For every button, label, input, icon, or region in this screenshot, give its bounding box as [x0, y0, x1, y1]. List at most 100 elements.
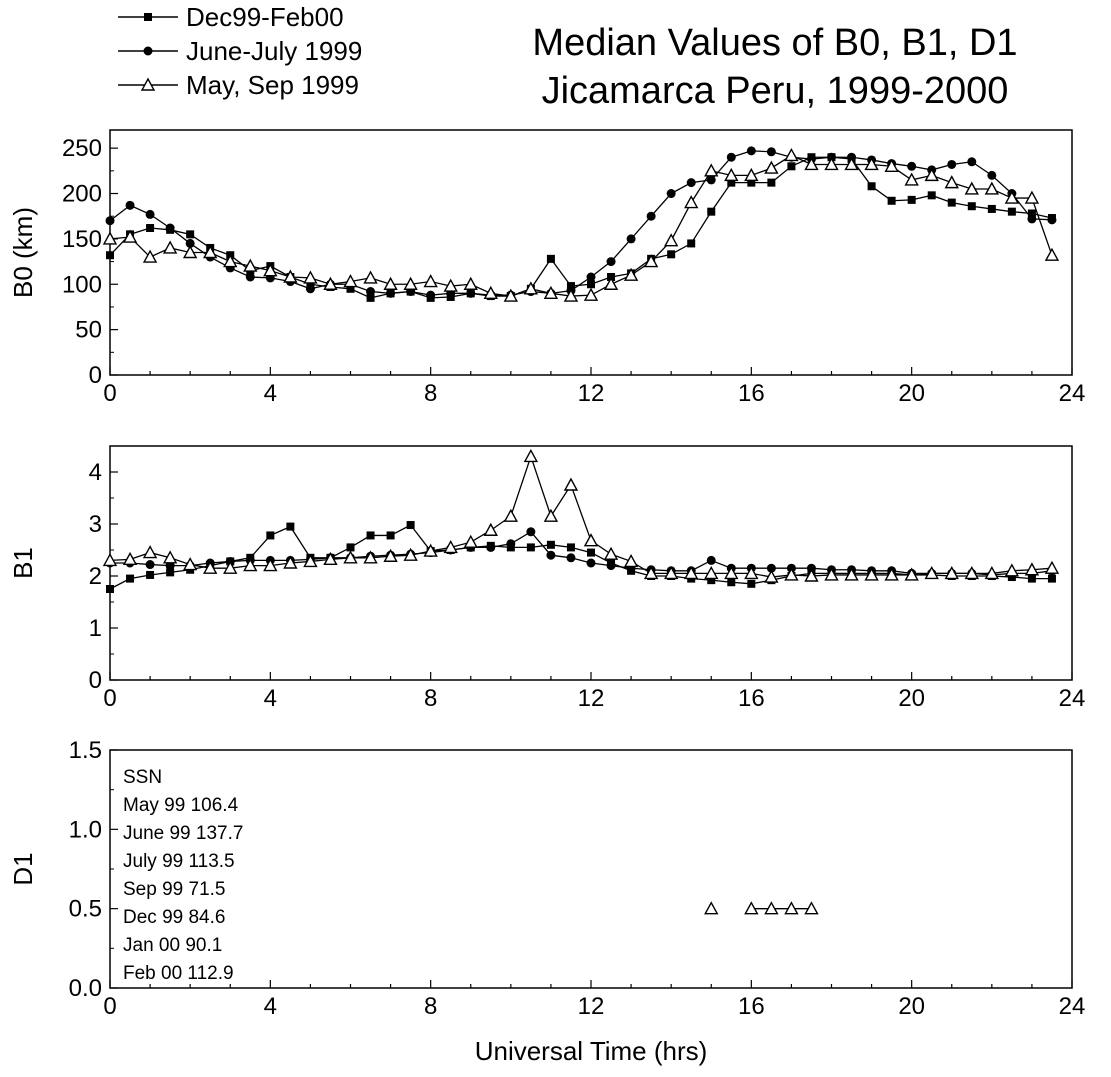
data-point	[266, 531, 275, 540]
data-point	[165, 223, 175, 233]
chart-title-line-1: Median Values of B0, B1, D1	[532, 22, 1017, 64]
legend-marker	[140, 77, 156, 91]
plot-frame	[109, 749, 1073, 989]
data-point	[844, 567, 859, 581]
data-point	[263, 558, 278, 572]
data-point	[964, 565, 979, 580]
data-point	[904, 172, 919, 186]
y-tick-label: 1.5	[69, 737, 102, 764]
data-point	[346, 543, 355, 552]
panel-d1: 0 4 8 12 16 20 24 0.0 0.5 1.0 1.5 D1	[8, 737, 1085, 1020]
data-point	[824, 567, 839, 581]
data-point	[804, 568, 819, 582]
x-tick-label: 20	[898, 993, 925, 1020]
data-point	[403, 547, 418, 561]
data-point	[526, 527, 536, 537]
data-point	[166, 568, 175, 577]
data-point	[145, 209, 155, 219]
data-point	[546, 254, 555, 263]
data-point	[884, 158, 899, 172]
data-point	[243, 558, 258, 572]
data-point	[125, 200, 135, 210]
data-point	[984, 565, 1000, 580]
data-point	[746, 146, 756, 156]
data-point	[603, 276, 619, 290]
x-tick-label: 4	[264, 993, 277, 1020]
y-axis-label: B1	[8, 547, 38, 579]
data-point	[283, 269, 298, 283]
data-point	[463, 276, 478, 290]
data-point	[927, 191, 936, 200]
y-tick-label: 0.5	[69, 896, 102, 923]
y-tick-label: 50	[75, 317, 102, 344]
data-point	[646, 211, 656, 221]
series-circle	[105, 146, 1057, 300]
legend-label: May, Sep 1999	[186, 70, 359, 100]
ssn-line: Dec 99 84.6	[123, 907, 225, 928]
data-point	[623, 267, 639, 281]
data-point	[363, 270, 378, 284]
x-tick-label: 8	[424, 380, 437, 407]
data-point	[243, 258, 258, 272]
data-point	[587, 548, 595, 557]
data-point	[907, 195, 916, 204]
x-axis-label: Universal Time (hrs)	[475, 1036, 708, 1066]
plot-frame	[109, 129, 1073, 376]
ssn-heading: SSN	[123, 767, 162, 788]
ssn-line: July 99 113.5	[123, 851, 235, 872]
data-point	[245, 272, 255, 282]
data-point	[182, 557, 198, 571]
data-point	[223, 560, 238, 574]
x-tick-label: 16	[738, 685, 765, 712]
y-tick-label: 1.0	[69, 816, 102, 843]
data-point	[366, 293, 375, 302]
x-tick-label: 16	[738, 993, 765, 1020]
data-point	[366, 531, 375, 540]
data-point	[686, 178, 696, 188]
data-point	[747, 178, 756, 187]
data-point	[666, 189, 676, 199]
data-point	[463, 534, 478, 548]
data-point	[824, 157, 839, 171]
data-point	[523, 448, 539, 463]
y-tick-label: 200	[62, 181, 102, 208]
data-point	[146, 224, 155, 232]
data-point	[724, 565, 739, 580]
data-point	[964, 181, 979, 195]
x-tick-label: 24	[1059, 993, 1086, 1020]
data-point	[126, 574, 135, 583]
data-point	[106, 585, 114, 593]
ssn-line: Sep 99 71.5	[123, 879, 225, 900]
data-point	[804, 157, 819, 171]
data-point	[403, 276, 418, 290]
data-point	[984, 181, 1000, 195]
data-point	[744, 167, 759, 182]
data-point	[386, 288, 396, 298]
data-point	[386, 531, 395, 540]
data-point	[944, 565, 959, 580]
data-point	[1024, 562, 1040, 576]
x-tick-label: 24	[1059, 685, 1086, 712]
data-point	[186, 230, 195, 239]
data-point	[283, 555, 298, 569]
x-tick-label: 12	[578, 380, 605, 407]
y-tick-label: 4	[89, 459, 102, 486]
y-tick-label: 100	[62, 271, 102, 298]
data-point	[203, 560, 218, 574]
data-point	[486, 542, 496, 552]
data-point	[423, 274, 438, 288]
data-point	[706, 175, 716, 185]
data-point	[443, 278, 458, 292]
x-tick-label: 4	[264, 685, 277, 712]
data-point	[185, 238, 195, 248]
data-point	[423, 543, 438, 557]
data-point	[343, 550, 358, 564]
data-point	[303, 270, 318, 284]
data-point	[406, 521, 415, 530]
y-tick-label: 1	[89, 615, 102, 642]
series-triangle-open	[102, 448, 1060, 583]
data-point	[1024, 190, 1040, 204]
data-point	[667, 250, 676, 259]
data-point	[1027, 214, 1037, 224]
